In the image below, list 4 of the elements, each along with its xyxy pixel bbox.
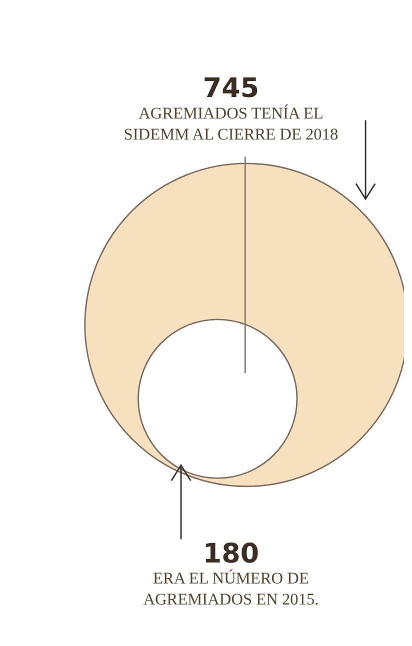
category-label: AGREMIADOS TENÍA EL SIDEMM AL CIERRE DE 2018 (124, 103, 338, 144)
data-label: 180 (202, 538, 260, 570)
category-label: ERA EL NÚMERO DE AGREMIADOS EN 2015. (143, 568, 319, 609)
data-label: 745 (202, 73, 260, 104)
